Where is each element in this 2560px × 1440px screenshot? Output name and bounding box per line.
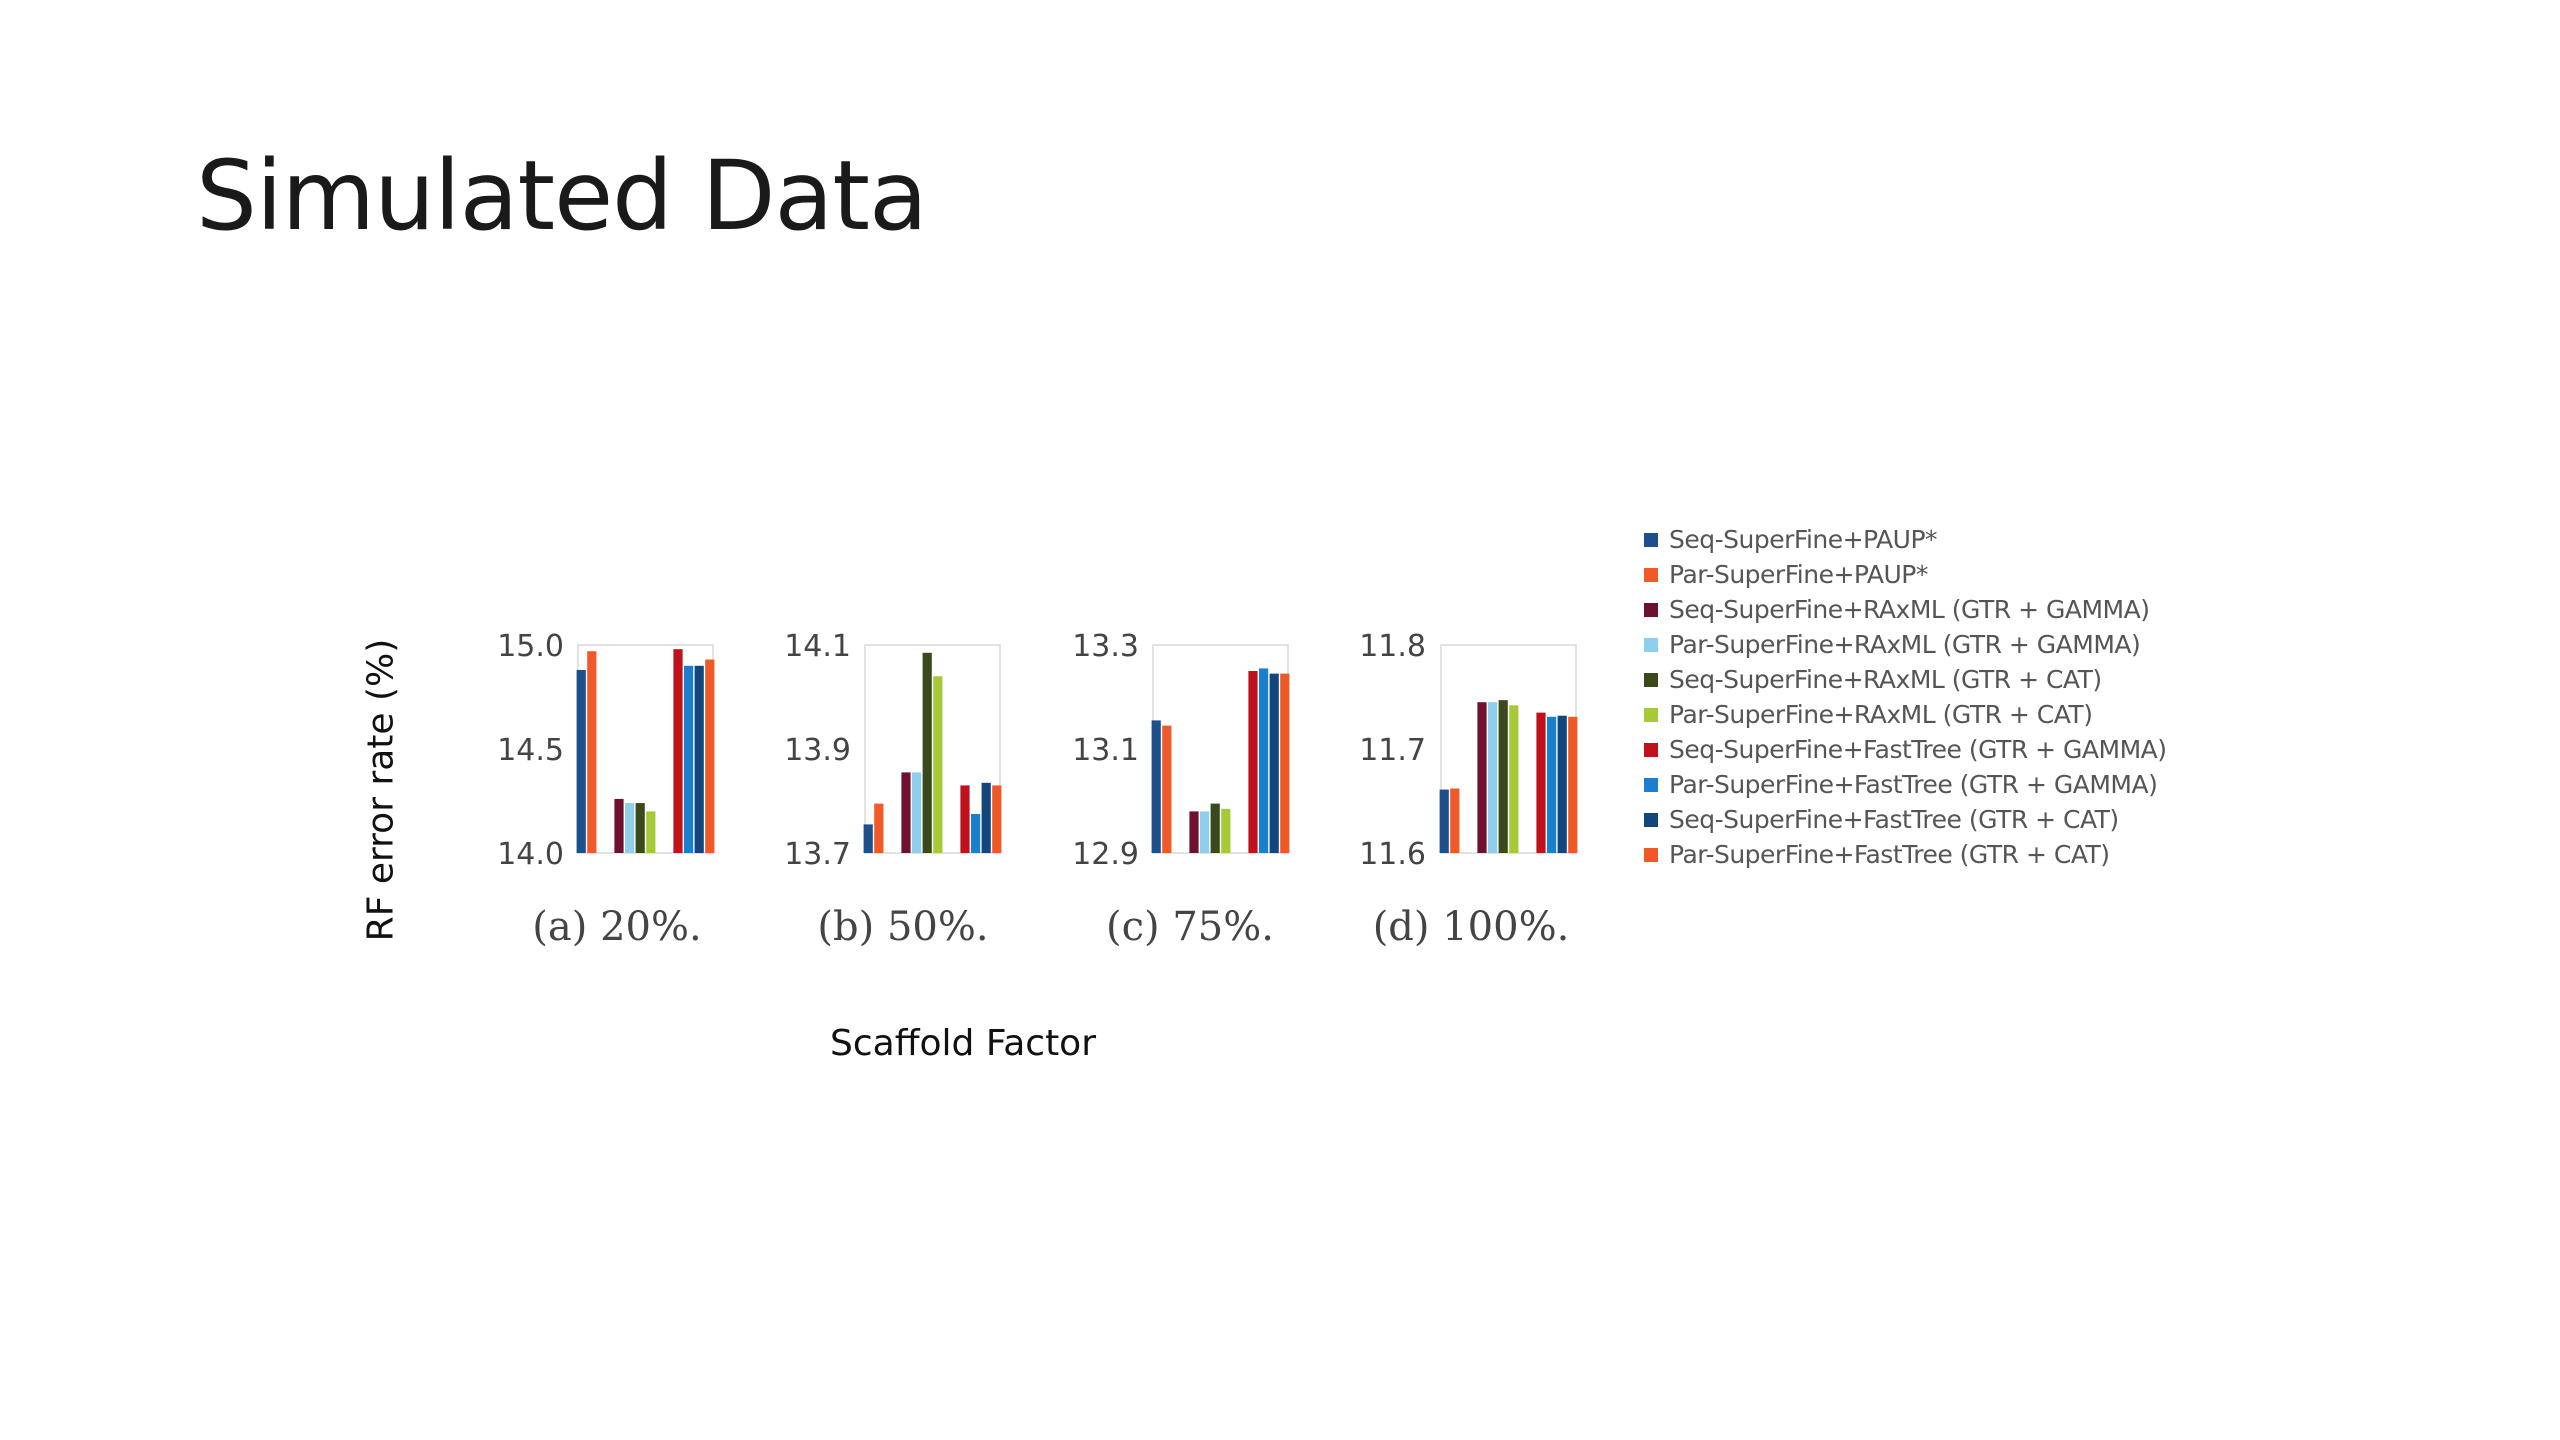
bar — [1221, 808, 1231, 853]
panel-caption: (a) 20%. — [532, 904, 701, 950]
y-tick-label: 11.7 — [1359, 733, 1426, 768]
legend-label: Seq-SuperFine+RAxML (GTR + CAT) — [1669, 665, 2102, 694]
bar — [1477, 702, 1487, 853]
y-tick-label: 14.5 — [497, 733, 564, 768]
legend-item: Par-SuperFine+RAxML (GTR + CAT) — [1644, 697, 2167, 732]
legend-swatch — [1644, 742, 1658, 757]
x-axis-label: Scaffold Factor — [829, 1023, 1097, 1064]
y-tick-label: 14.0 — [497, 837, 564, 872]
bar — [614, 798, 624, 853]
legend-label: Par-SuperFine+PAUP* — [1669, 560, 1928, 589]
legend-swatch — [1644, 812, 1658, 827]
bar — [922, 652, 932, 853]
y-tick-label: 13.7 — [784, 837, 851, 872]
legend-label: Seq-SuperFine+PAUP* — [1669, 525, 1938, 554]
y-tick-label: 15.0 — [497, 629, 564, 664]
panel-caption: (c) 75%. — [1106, 904, 1274, 950]
bar — [1162, 725, 1172, 853]
bar — [1439, 789, 1449, 853]
bar — [684, 665, 694, 853]
bar — [673, 649, 683, 853]
legend-item: Par-SuperFine+PAUP* — [1644, 557, 2167, 592]
legend-label: Seq-SuperFine+FastTree (GTR + CAT) — [1669, 805, 2119, 834]
legend-label: Par-SuperFine+FastTree (GTR + CAT) — [1669, 840, 2110, 869]
bar — [694, 665, 704, 853]
slide-title: Simulated Data — [196, 140, 928, 252]
bar — [960, 785, 970, 853]
bar — [863, 824, 873, 853]
legend-swatch — [1644, 777, 1658, 792]
bar — [1189, 811, 1199, 853]
legend-item: Seq-SuperFine+RAxML (GTR + GAMMA) — [1644, 592, 2167, 627]
bar — [971, 814, 981, 853]
legend-label: Par-SuperFine+RAxML (GTR + GAMMA) — [1669, 630, 2141, 659]
legend-swatch — [1644, 672, 1658, 687]
bar — [901, 772, 911, 853]
legend-swatch — [1644, 602, 1658, 617]
legend-item: Par-SuperFine+FastTree (GTR + GAMMA) — [1644, 767, 2167, 802]
y-tick-label: 11.6 — [1359, 837, 1426, 872]
bar — [587, 651, 597, 853]
legend-swatch — [1644, 847, 1658, 862]
plot-frame — [864, 644, 1001, 854]
bar — [1509, 705, 1519, 853]
bar — [625, 803, 635, 853]
bar — [1547, 716, 1557, 853]
bar — [1151, 720, 1161, 853]
legend-item: Seq-SuperFine+PAUP* — [1644, 522, 2167, 557]
legend-swatch — [1644, 637, 1658, 652]
y-tick-label: 12.9 — [1072, 837, 1139, 872]
y-tick-label: 13.3 — [1072, 629, 1139, 664]
y-tick-label: 14.1 — [784, 629, 851, 664]
bar — [1450, 788, 1460, 853]
legend-swatch — [1644, 707, 1658, 722]
legend-item: Seq-SuperFine+FastTree (GTR + GAMMA) — [1644, 732, 2167, 767]
legend-swatch — [1644, 567, 1658, 582]
legend-label: Par-SuperFine+FastTree (GTR + GAMMA) — [1669, 770, 2158, 799]
y-tick-label: 11.8 — [1359, 629, 1426, 664]
legend-item: Par-SuperFine+RAxML (GTR + GAMMA) — [1644, 627, 2167, 662]
bar — [1498, 700, 1508, 853]
bar — [1210, 803, 1220, 853]
bar — [1488, 702, 1498, 853]
bar — [992, 785, 1002, 853]
bar — [1269, 673, 1279, 853]
legend-swatch — [1644, 532, 1658, 547]
legend-item: Seq-SuperFine+RAxML (GTR + CAT) — [1644, 662, 2167, 697]
bar — [1536, 712, 1546, 853]
bar — [1200, 811, 1210, 853]
legend-item: Seq-SuperFine+FastTree (GTR + CAT) — [1644, 802, 2167, 837]
legend-label: Par-SuperFine+RAxML (GTR + CAT) — [1669, 700, 2093, 729]
bar — [1259, 668, 1269, 853]
bar — [1248, 671, 1258, 853]
legend-label: Seq-SuperFine+RAxML (GTR + GAMMA) — [1669, 595, 2150, 624]
panel-caption: (b) 50%. — [817, 904, 988, 950]
bar — [933, 676, 943, 853]
legend-label: Seq-SuperFine+FastTree (GTR + GAMMA) — [1669, 735, 2167, 764]
legend-item: Par-SuperFine+FastTree (GTR + CAT) — [1644, 837, 2167, 872]
bar — [576, 669, 586, 853]
bar — [874, 803, 884, 853]
bar — [1280, 673, 1290, 853]
bar — [1557, 715, 1567, 853]
bar — [912, 772, 922, 853]
bar — [1568, 716, 1578, 853]
y-tick-label: 13.9 — [784, 733, 851, 768]
bar — [635, 803, 645, 853]
bar — [646, 811, 656, 853]
y-tick-label: 13.1 — [1072, 733, 1139, 768]
chart-legend: Seq-SuperFine+PAUP* Par-SuperFine+PAUP* Se… — [1644, 522, 2167, 872]
bar — [705, 659, 715, 853]
panel-caption: (d) 100%. — [1373, 904, 1570, 950]
bar — [981, 782, 991, 853]
